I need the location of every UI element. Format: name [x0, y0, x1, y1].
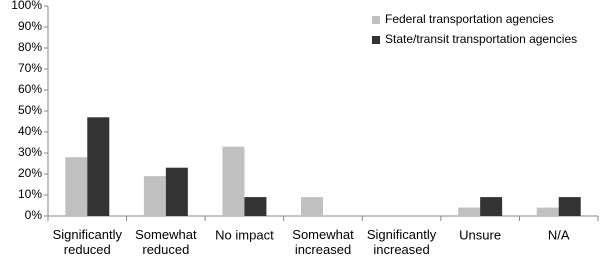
bar	[165, 167, 188, 216]
legend-swatch	[372, 36, 380, 44]
bar	[458, 207, 481, 216]
x-tick-label: Unsure	[459, 227, 501, 242]
x-tick-label: Somewhat increased	[292, 227, 354, 256]
bar	[87, 117, 110, 216]
y-tick-label: 0%	[25, 208, 43, 222]
x-tick-label: Somewhat reduced	[135, 227, 197, 256]
y-tick-label: 20%	[18, 166, 42, 180]
bar	[558, 197, 581, 216]
bar	[536, 207, 559, 216]
legend-label: Federal transportation agencies	[385, 12, 554, 26]
bar	[65, 157, 88, 216]
x-tick-label: Significantly increased	[367, 227, 437, 256]
y-tick-label: 40%	[18, 124, 42, 138]
y-tick-label: 100%	[11, 0, 42, 12]
legend-label: State/transit transportation agencies	[385, 32, 577, 46]
bar	[480, 197, 503, 216]
x-tick-label: Significantly reduced	[53, 227, 123, 256]
y-tick-label: 80%	[18, 40, 42, 54]
y-tick-label: 70%	[18, 61, 42, 75]
y-tick-label: 30%	[18, 145, 42, 159]
bar	[222, 146, 245, 216]
bar	[143, 176, 166, 216]
x-tick-label: N/A	[548, 227, 570, 242]
y-tick-label: 10%	[18, 187, 42, 201]
bar	[244, 197, 267, 216]
bar	[301, 197, 323, 216]
x-tick-label: No impact	[215, 227, 274, 242]
y-tick-label: 60%	[18, 82, 42, 96]
y-tick-label: 90%	[18, 19, 42, 33]
legend-swatch	[372, 16, 380, 24]
y-tick-label: 50%	[18, 103, 42, 117]
